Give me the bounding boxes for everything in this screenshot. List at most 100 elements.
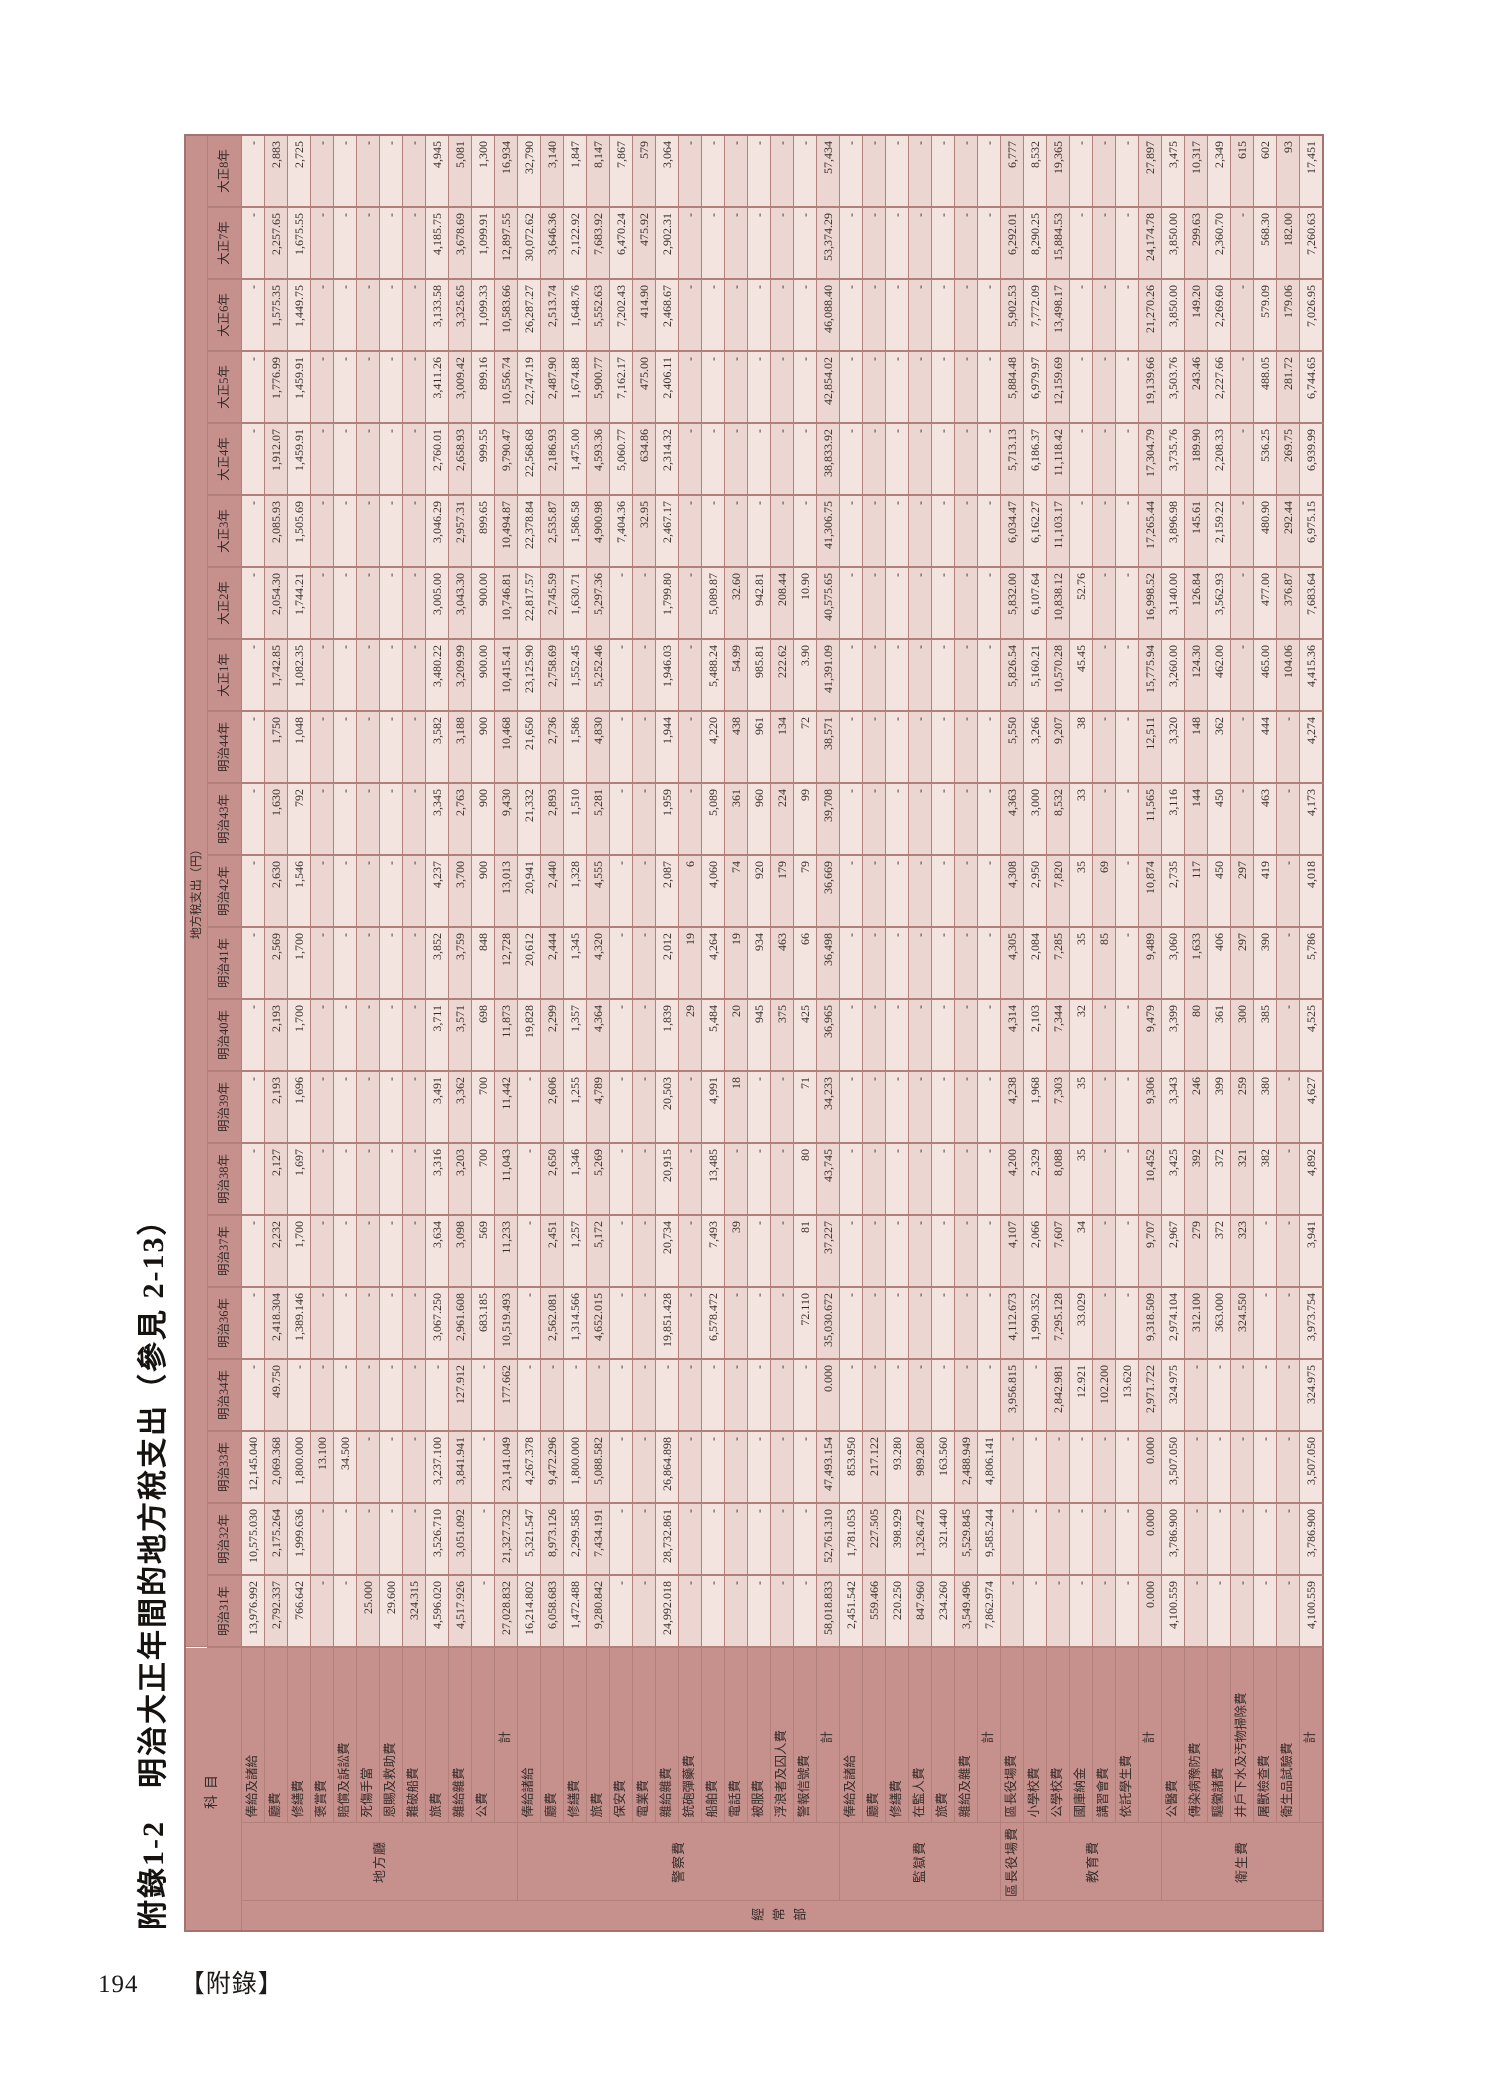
data-cell: - <box>241 999 265 1071</box>
data-cell: 3,116 <box>1161 783 1185 855</box>
year-header: 明治33年 <box>207 1431 242 1503</box>
table-row: 難破船費 324.315- - - - - - - - - - - - - - - - - - - - <box>402 134 426 1931</box>
data-cell: 3,646.36 <box>540 207 564 279</box>
data-cell: 3,203 <box>448 1143 472 1215</box>
table-row: 船舶費 - - - -6,578.472 7,493 13,485 4,991 5,484 4,2… <box>701 134 725 1931</box>
data-cell: - <box>977 351 1001 423</box>
data-cell: - <box>885 783 909 855</box>
data-cell: - <box>1092 1431 1116 1503</box>
data-cell: - <box>1092 1503 1116 1575</box>
data-cell: 19 <box>678 927 702 999</box>
data-cell: 19 <box>724 927 748 999</box>
data-cell: - <box>701 279 725 351</box>
data-cell: 7,683.92 <box>586 207 610 279</box>
data-cell: 93.280 <box>885 1431 909 1503</box>
year-header: 大正6年 <box>207 279 242 351</box>
data-cell: - <box>1046 1503 1070 1575</box>
table-row: 修繕費 766.642 1,999.636 1,800.000-1,389.146 1,… <box>287 134 311 1931</box>
data-cell: - <box>1276 1143 1300 1215</box>
data-cell: - <box>241 1287 265 1359</box>
data-cell: - <box>977 1287 1001 1359</box>
data-cell: 2,440 <box>540 855 564 927</box>
data-cell: 2,299.585 <box>563 1503 587 1575</box>
data-cell: - <box>1115 1575 1139 1647</box>
data-cell: - <box>954 999 978 1071</box>
data-cell: - <box>770 1503 794 1575</box>
data-cell: 1,255 <box>563 1071 587 1143</box>
header-row-unit: 科目 地方稅支出（円） <box>185 134 242 1931</box>
data-cell: 3,852 <box>425 927 449 999</box>
data-cell: - <box>1207 1431 1231 1503</box>
data-cell: - <box>379 639 403 711</box>
data-cell: 698 <box>471 999 495 1071</box>
table-row: 衛生品試驗費 - - - - - - - - - - - - -104.06 376.87 292.44 269… <box>1276 134 1300 1931</box>
data-cell: 52,761.310 <box>816 1503 840 1575</box>
data-cell: - <box>379 134 403 207</box>
row-label: 難破船費 <box>402 1647 426 1823</box>
data-cell: - <box>310 1503 334 1575</box>
data-cell: 134 <box>770 711 794 783</box>
data-cell: 6,162.27 <box>1023 495 1047 567</box>
data-cell: 363.000 <box>1207 1287 1231 1359</box>
data-cell: 104.06 <box>1276 639 1300 711</box>
data-cell: - <box>402 495 426 567</box>
data-cell: - <box>977 855 1001 927</box>
data-cell: 1,700 <box>287 927 311 999</box>
data-cell: 444 <box>1253 711 1277 783</box>
data-cell: - <box>1276 1215 1300 1287</box>
data-cell: 1,099.33 <box>471 279 495 351</box>
data-cell: 234.260 <box>931 1575 955 1647</box>
data-cell: - <box>1276 1575 1300 1647</box>
data-cell: 27,897 <box>1138 134 1162 207</box>
data-cell: 3,325.65 <box>448 279 472 351</box>
data-cell: 179 <box>770 855 794 927</box>
data-cell: 399 <box>1207 1071 1231 1143</box>
data-cell: - <box>310 855 334 927</box>
data-cell: 20,612 <box>517 927 541 999</box>
data-cell: 35 <box>1069 927 1093 999</box>
data-cell: 3,362 <box>448 1071 472 1143</box>
data-cell: 3,503.76 <box>1161 351 1185 423</box>
table-row: 計 27,028.832 21,327.732 23,141.049 177.662 10… <box>494 134 518 1931</box>
table-row: 警報信號費 - - - -72.110 81 80 71 425 66 79 99 72 3.90 10.9… <box>793 134 817 1931</box>
data-cell: - <box>241 279 265 351</box>
data-cell: - <box>1230 1503 1254 1575</box>
data-cell: 12,145.040 <box>241 1431 265 1503</box>
data-cell: - <box>379 1503 403 1575</box>
data-cell: 1,700 <box>287 1215 311 1287</box>
data-cell: 900 <box>471 783 495 855</box>
data-cell: - <box>678 567 702 639</box>
data-cell: - <box>862 351 886 423</box>
data-cell: 2,758.69 <box>540 639 564 711</box>
data-cell: 2,193 <box>264 1071 288 1143</box>
data-cell: 80 <box>793 1143 817 1215</box>
data-cell: - <box>402 1143 426 1215</box>
data-cell: 279 <box>1184 1215 1208 1287</box>
data-cell: 450 <box>1207 783 1231 855</box>
table-row: 死傷手當 25.000- - - - - - - - - - - - - - - - - - - - <box>356 134 380 1931</box>
data-cell: - <box>1023 1575 1047 1647</box>
data-cell: 4,945 <box>425 134 449 207</box>
data-cell: 7,867 <box>609 134 633 207</box>
data-cell: - <box>931 1359 955 1431</box>
data-cell: 20,503 <box>655 1071 679 1143</box>
data-cell: - <box>1230 1575 1254 1647</box>
data-cell: - <box>1230 495 1254 567</box>
data-cell: - <box>1230 1431 1254 1503</box>
data-cell: 7,683.64 <box>1299 567 1323 639</box>
data-cell: 1,800.000 <box>563 1431 587 1503</box>
data-cell: 3,973.754 <box>1299 1287 1323 1359</box>
data-cell: - <box>1184 1431 1208 1503</box>
data-cell: 13,013 <box>494 855 518 927</box>
data-cell: 5,900.77 <box>586 351 610 423</box>
data-cell: 900.00 <box>471 567 495 639</box>
data-cell: 1,459.91 <box>287 423 311 495</box>
data-cell: 8,088 <box>1046 1143 1070 1215</box>
data-cell: - <box>954 279 978 351</box>
data-cell: 5,713.13 <box>1000 423 1024 495</box>
data-cell: - <box>793 279 817 351</box>
data-cell: 438 <box>724 711 748 783</box>
data-cell: 3,850.00 <box>1161 207 1185 279</box>
data-cell: - <box>839 423 863 495</box>
data-cell: - <box>517 1071 541 1143</box>
